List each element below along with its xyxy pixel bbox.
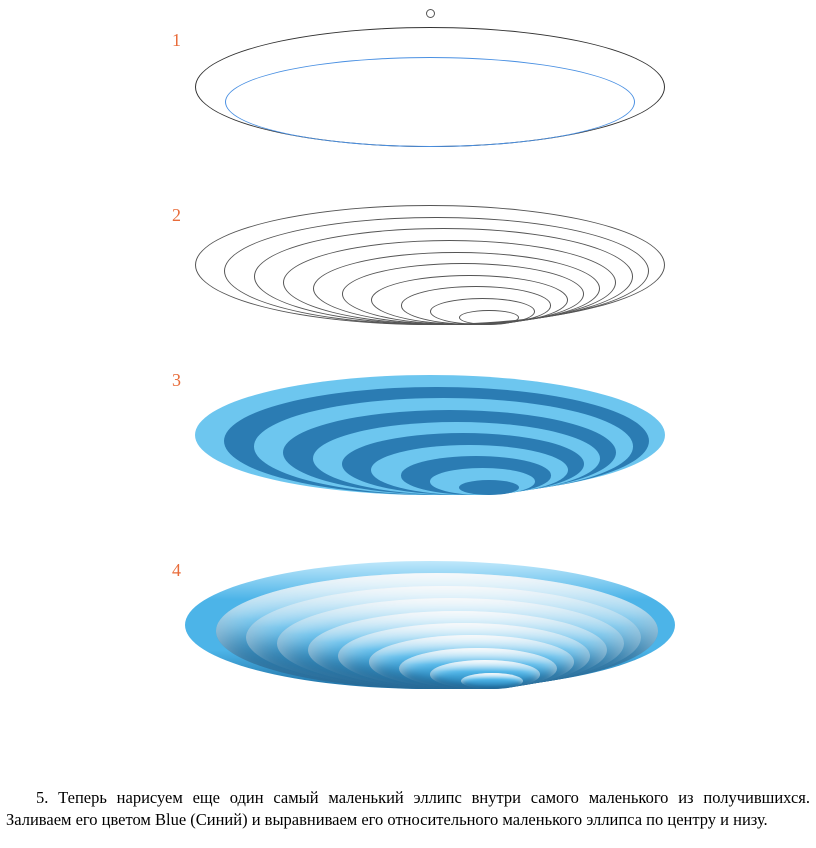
figure-area: 1 2 3 4 5. Теперь нарисуем еще один самы… <box>0 0 816 770</box>
step-2-label: 2 <box>172 205 181 226</box>
caption-text: Теперь нарисуем еще один самый маленький… <box>6 788 810 829</box>
step-3-label: 3 <box>172 370 181 391</box>
caption-paragraph: 5. Теперь нарисуем еще один самый малень… <box>0 787 816 832</box>
step-1-label: 1 <box>172 30 181 51</box>
caption-number: 5. <box>36 788 48 807</box>
caption-block: 5. Теперь нарисуем еще один самый малень… <box>0 770 816 848</box>
rotation-handle-icon <box>426 9 435 18</box>
step-4-label: 4 <box>172 560 181 581</box>
page: 1 2 3 4 5. Теперь нарисуем еще один самы… <box>0 0 816 770</box>
